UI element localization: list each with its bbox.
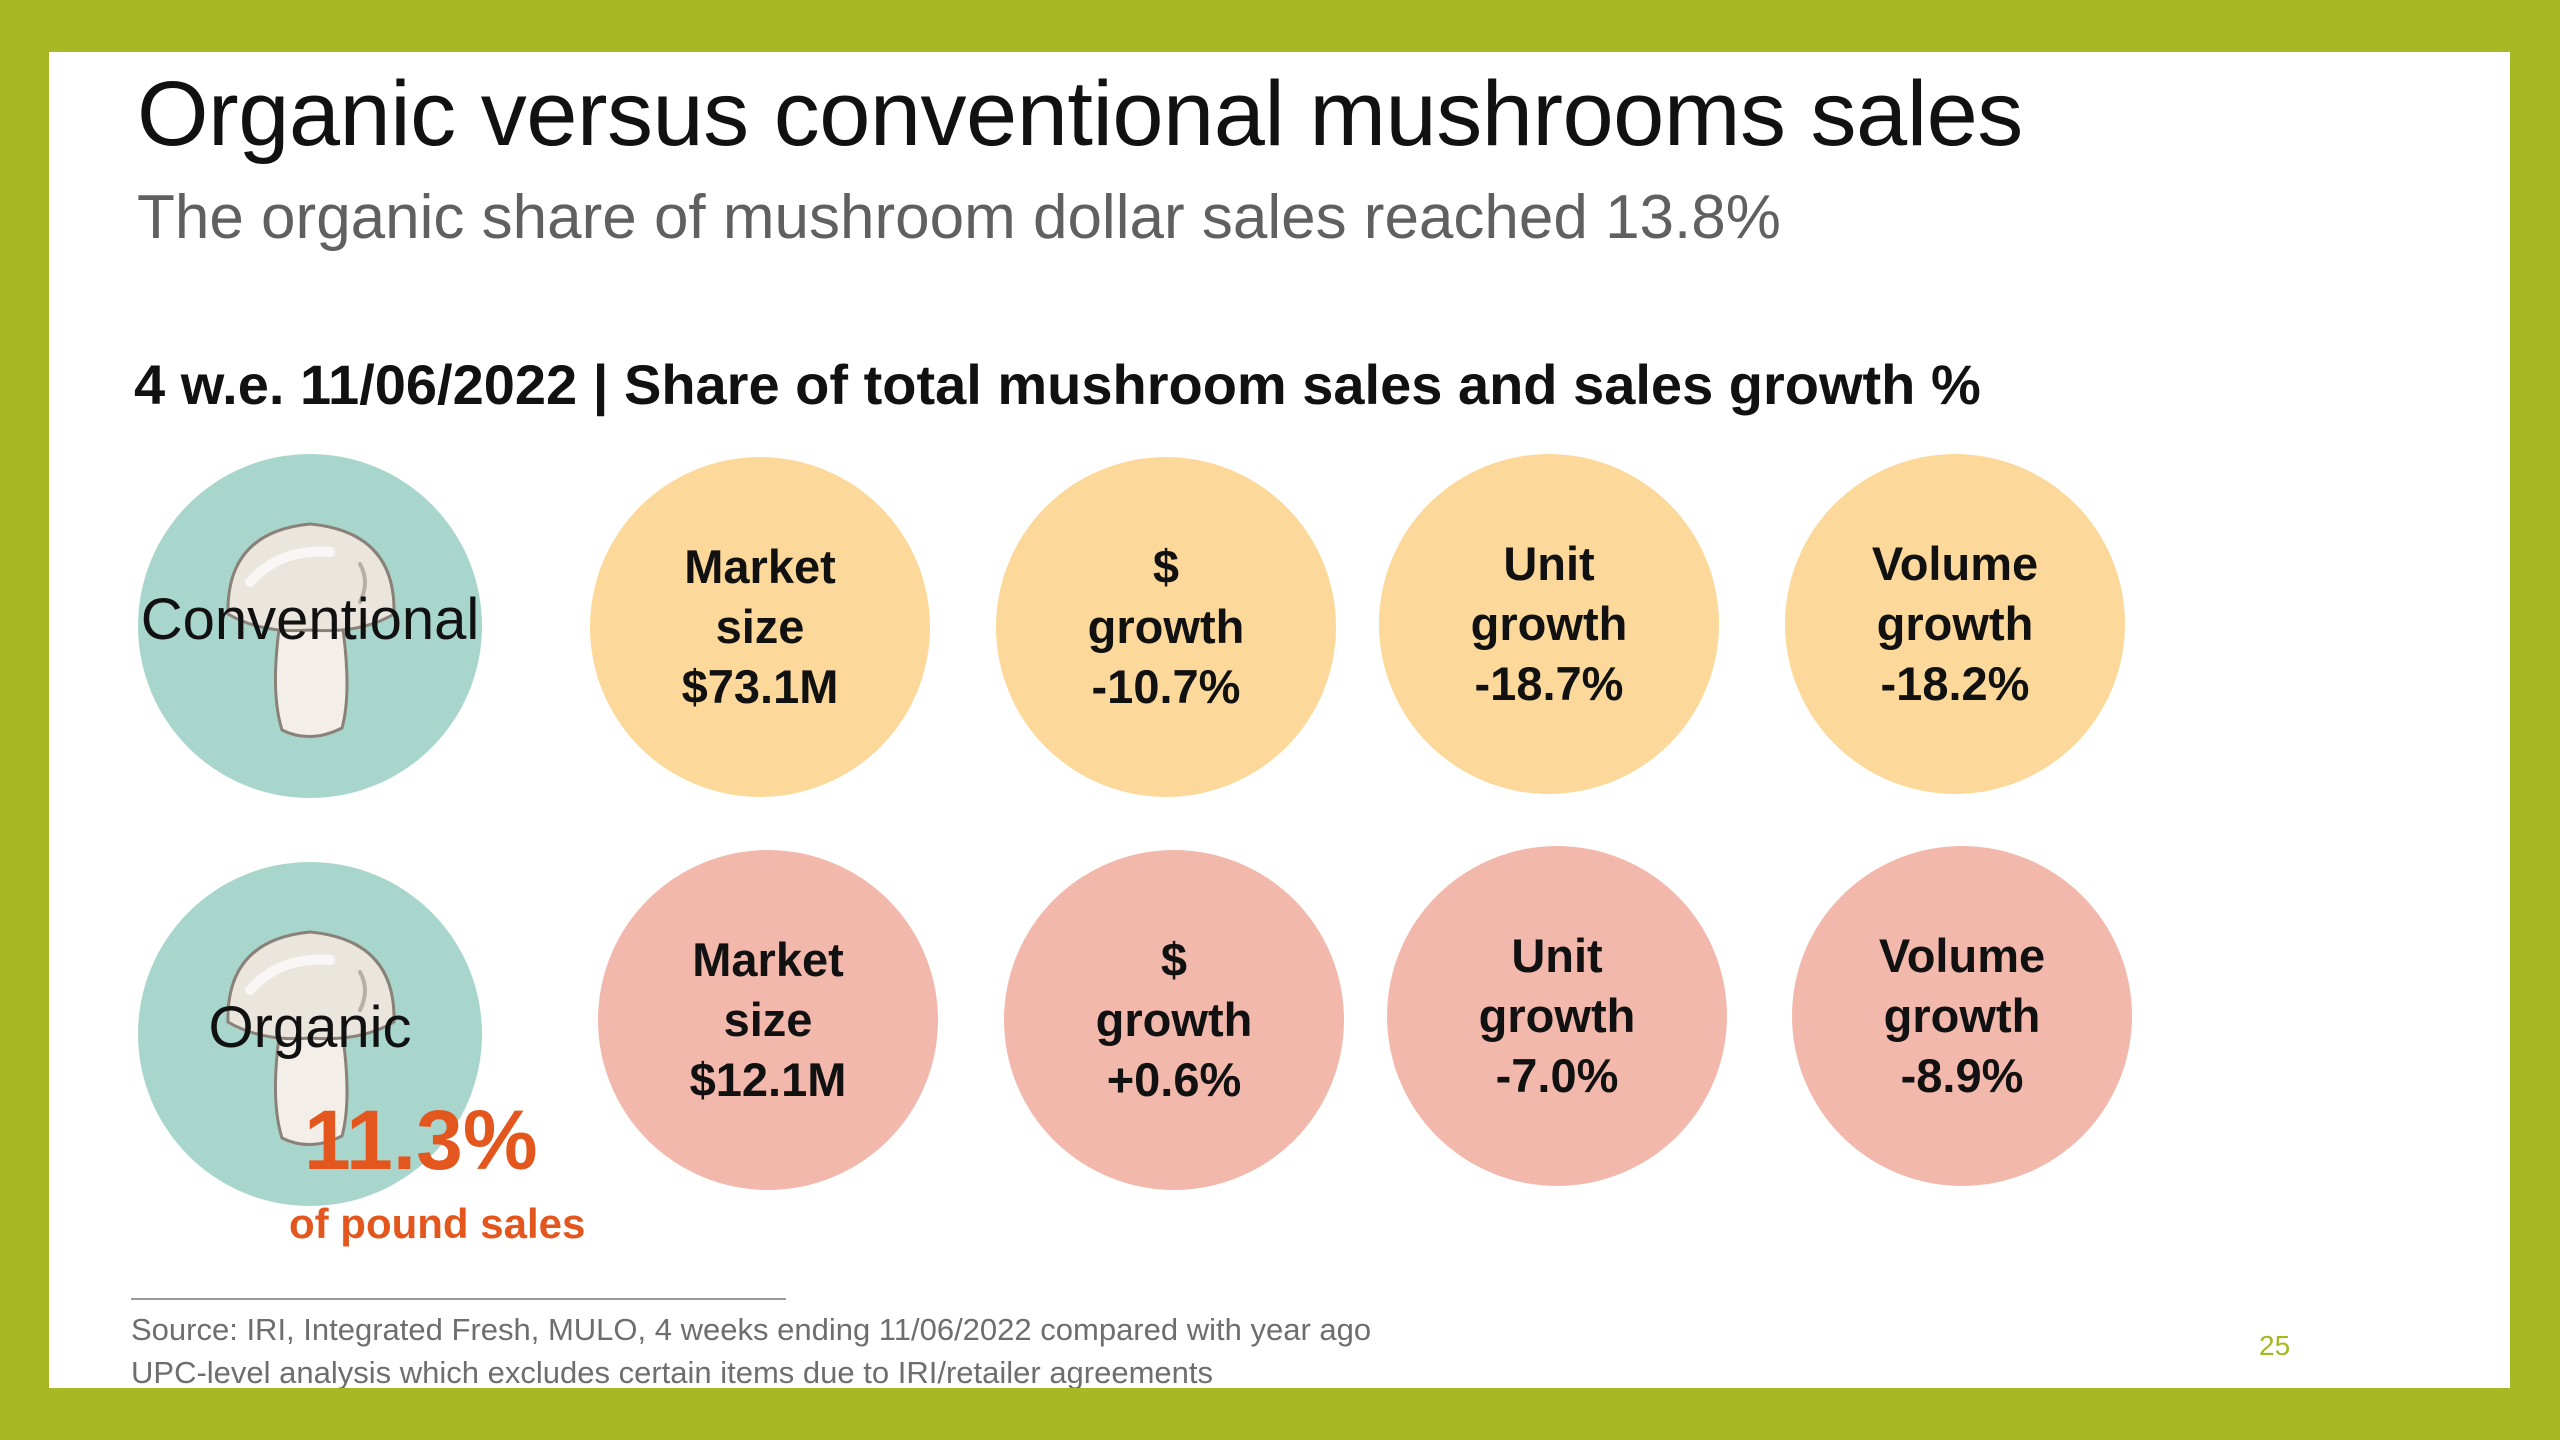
metric-value: -10.7%	[1091, 660, 1241, 713]
organic-dollar-growth-circle: $ growth +0.6%	[1004, 850, 1344, 1190]
metric-value: -18.7%	[1474, 657, 1624, 710]
slide-subtitle: The organic share of mushroom dollar sal…	[137, 183, 1781, 252]
metric-label-line2: growth	[1095, 993, 1253, 1046]
metric-label-line2: growth	[1087, 600, 1245, 653]
metric-label-line2: growth	[1876, 597, 2034, 650]
footer-divider	[131, 1298, 786, 1300]
conventional-volume-growth-circle: Volume growth -18.2%	[1785, 454, 2125, 794]
metric-value: -7.0%	[1495, 1049, 1619, 1102]
conventional-label: Conventional	[140, 587, 480, 652]
source-line-2: UPC-level analysis which excludes certai…	[131, 1355, 1214, 1388]
metric-label-line1: Market	[684, 540, 836, 593]
metric-value: -8.9%	[1900, 1049, 2024, 1102]
metric-label-line1: Unit	[1511, 929, 1603, 982]
organic-pound-share-value: 11.3%	[304, 1093, 538, 1187]
organic-pound-share-label: of pound sales	[289, 1200, 586, 1247]
source-note: Source: IRI, Integrated Fresh, MULO, 4 w…	[131, 1308, 1371, 1388]
organic-unit-growth-circle: Unit growth -7.0%	[1387, 846, 1727, 1186]
page-number: 25	[2259, 1330, 2291, 1361]
conventional-unit-growth-circle: Unit growth -18.7%	[1379, 454, 1719, 794]
metric-label-line2: growth	[1883, 989, 2041, 1042]
organic-volume-growth-circle: Volume growth -8.9%	[1792, 846, 2132, 1186]
metric-label-line1: Volume	[1871, 537, 2039, 590]
metric-label-line2: growth	[1470, 597, 1628, 650]
mushroom-icon	[226, 930, 396, 1147]
organic-market-size-circle: Market size $12.1M	[598, 850, 938, 1190]
metric-label-line1: Volume	[1878, 929, 2046, 982]
metric-value: +0.6%	[1106, 1053, 1242, 1106]
metric-label-line1: $	[1160, 933, 1188, 986]
organic-label: Organic	[208, 995, 412, 1060]
metric-label-line2: size	[715, 600, 805, 653]
source-line-1: Source: IRI, Integrated Fresh, MULO, 4 w…	[131, 1312, 1372, 1347]
conventional-label-circle: Conventional	[138, 454, 482, 798]
metric-label-line1: Unit	[1503, 537, 1595, 590]
metric-value: $73.1M	[681, 660, 839, 713]
chart-heading: 4 w.e. 11/06/2022 | Share of total mushr…	[134, 353, 1981, 416]
conventional-dollar-growth-circle: $ growth -10.7%	[996, 457, 1336, 797]
mushroom-icon	[226, 522, 396, 739]
conventional-market-size-circle: Market size $73.1M	[590, 457, 930, 797]
metric-label-line2: size	[723, 993, 813, 1046]
slide: Organic versus conventional mushrooms sa…	[49, 52, 2510, 1388]
metric-value: -18.2%	[1880, 657, 2030, 710]
metric-label-line1: Market	[692, 933, 844, 986]
slide-title: Organic versus conventional mushrooms sa…	[137, 63, 2023, 165]
metric-value: $12.1M	[689, 1053, 847, 1106]
metric-label-line2: growth	[1478, 989, 1636, 1042]
organic-label-circle: Organic	[138, 862, 482, 1206]
metric-label-line1: $	[1152, 540, 1180, 593]
